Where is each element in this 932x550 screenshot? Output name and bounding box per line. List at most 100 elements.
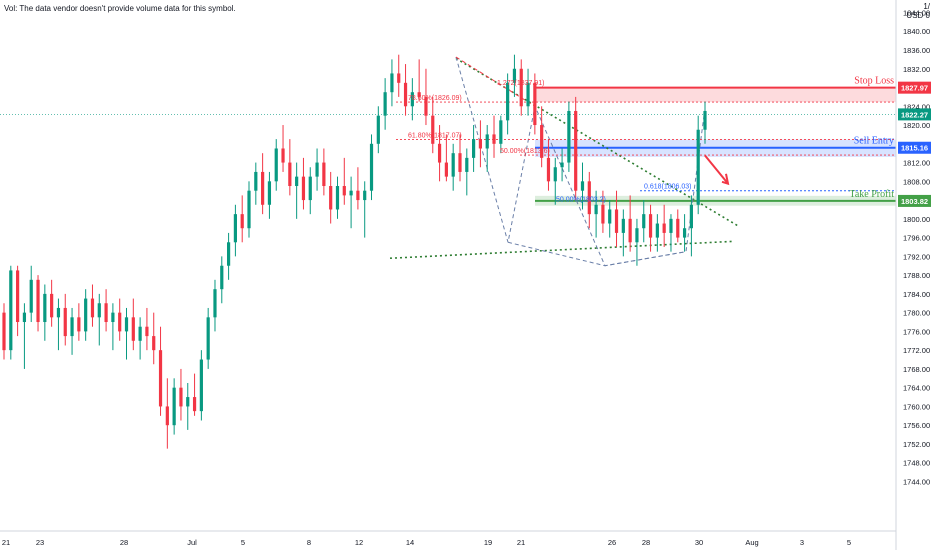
candle xyxy=(553,157,557,205)
candle-body xyxy=(267,181,272,205)
candle xyxy=(206,307,210,369)
price-axis[interactable]: 1844.001840.001836.001832.001828.001824.… xyxy=(895,0,930,550)
candle xyxy=(614,190,619,247)
candle-body xyxy=(179,387,183,407)
candle-body xyxy=(56,307,61,318)
candle xyxy=(662,204,666,247)
candle-body xyxy=(614,209,619,233)
zone-label: Take Profit xyxy=(849,189,894,200)
candle-body xyxy=(662,223,666,233)
candle-body xyxy=(703,110,707,130)
price-tick: 1776.00 xyxy=(903,327,930,336)
harmonic-pattern xyxy=(455,56,705,267)
candle xyxy=(349,176,353,229)
candle-body xyxy=(376,115,380,144)
candle-body xyxy=(342,186,346,196)
candle xyxy=(2,303,6,360)
price-tick: 1812.00 xyxy=(903,159,930,168)
currency-code: USD xyxy=(906,11,924,20)
price-marker-value: 1827.97 xyxy=(901,84,928,93)
candle xyxy=(635,218,639,266)
candle-body xyxy=(410,92,414,107)
candle xyxy=(342,157,346,205)
candle xyxy=(240,195,244,243)
candle-body xyxy=(124,317,129,332)
candle-body xyxy=(274,148,278,182)
candle xyxy=(533,73,537,135)
candle-body xyxy=(131,317,135,341)
candle xyxy=(322,148,326,196)
trade-zones xyxy=(0,86,896,206)
candle-body xyxy=(458,153,462,172)
time-tick: Aug xyxy=(745,538,758,547)
candle xyxy=(288,139,292,196)
candle xyxy=(383,78,387,130)
candle xyxy=(152,312,156,365)
price-tick: 1780.00 xyxy=(903,309,930,318)
time-tick: Jul xyxy=(187,538,197,547)
candle xyxy=(233,204,237,257)
candle-body xyxy=(254,171,258,191)
candle xyxy=(465,148,469,196)
candle-body xyxy=(213,289,217,318)
candle xyxy=(9,265,13,360)
candle-body xyxy=(696,129,700,205)
price-tick: 1768.00 xyxy=(903,365,930,374)
candle xyxy=(16,265,20,337)
candle-body xyxy=(29,279,33,313)
time-axis[interactable]: 21 23 28 Jul 5 8 12 14 19 21 26 28 30 Aug 3 5 xyxy=(0,530,896,547)
candlestick-series xyxy=(2,54,707,449)
candle-body xyxy=(295,176,299,187)
candle-body xyxy=(199,359,203,412)
candle-body xyxy=(261,171,265,205)
candle xyxy=(97,293,101,346)
candle xyxy=(179,368,183,421)
candle-body xyxy=(90,298,95,318)
candle-body xyxy=(567,110,571,163)
candle-body xyxy=(186,397,190,407)
candle xyxy=(281,125,285,172)
candle xyxy=(118,298,122,341)
price-marker-value: 1803.82 xyxy=(901,197,928,206)
fib-label: 1.272(1837.91) xyxy=(497,80,544,87)
candle-body xyxy=(301,176,306,201)
candle-body xyxy=(648,214,653,238)
fib-label: 50.00%(1813.6) xyxy=(500,148,550,155)
candle-body xyxy=(329,186,333,210)
price-tick: 1772.00 xyxy=(903,346,930,355)
candle-body xyxy=(369,143,374,191)
candle xyxy=(397,54,401,97)
candle xyxy=(519,59,523,116)
candle xyxy=(696,115,700,215)
price-tick: 1748.00 xyxy=(903,459,930,468)
price-marker-box xyxy=(898,194,931,207)
candle xyxy=(451,143,455,191)
projection-arrow xyxy=(704,154,729,185)
candle-body xyxy=(478,139,483,149)
price-markers: 1827.97 Stop Loss 1822.27 1815.16 Sell Entry… xyxy=(849,76,931,207)
time-tick: 28 xyxy=(120,538,128,547)
support-trendline xyxy=(389,240,734,260)
price-tick: 1752.00 xyxy=(903,440,930,449)
candle xyxy=(458,134,462,182)
candle xyxy=(608,200,612,238)
candle-body xyxy=(9,270,13,351)
candle-body xyxy=(206,317,210,360)
candle-body xyxy=(383,92,387,116)
candle-body xyxy=(519,68,523,107)
price-tick: 1756.00 xyxy=(903,421,930,430)
candle xyxy=(363,181,367,238)
candle xyxy=(512,54,517,97)
candle xyxy=(138,317,142,360)
candle-body xyxy=(247,190,251,229)
price-tick: 1760.00 xyxy=(903,402,930,411)
candle xyxy=(111,303,115,351)
candle-body xyxy=(472,139,476,158)
candle xyxy=(655,214,659,252)
candle-body xyxy=(288,162,292,187)
candle-body xyxy=(158,350,163,407)
candle-body xyxy=(403,82,408,107)
fib-label: 0.618(1806.03) xyxy=(644,184,691,191)
price-marker-value: 1815.16 xyxy=(901,144,928,153)
